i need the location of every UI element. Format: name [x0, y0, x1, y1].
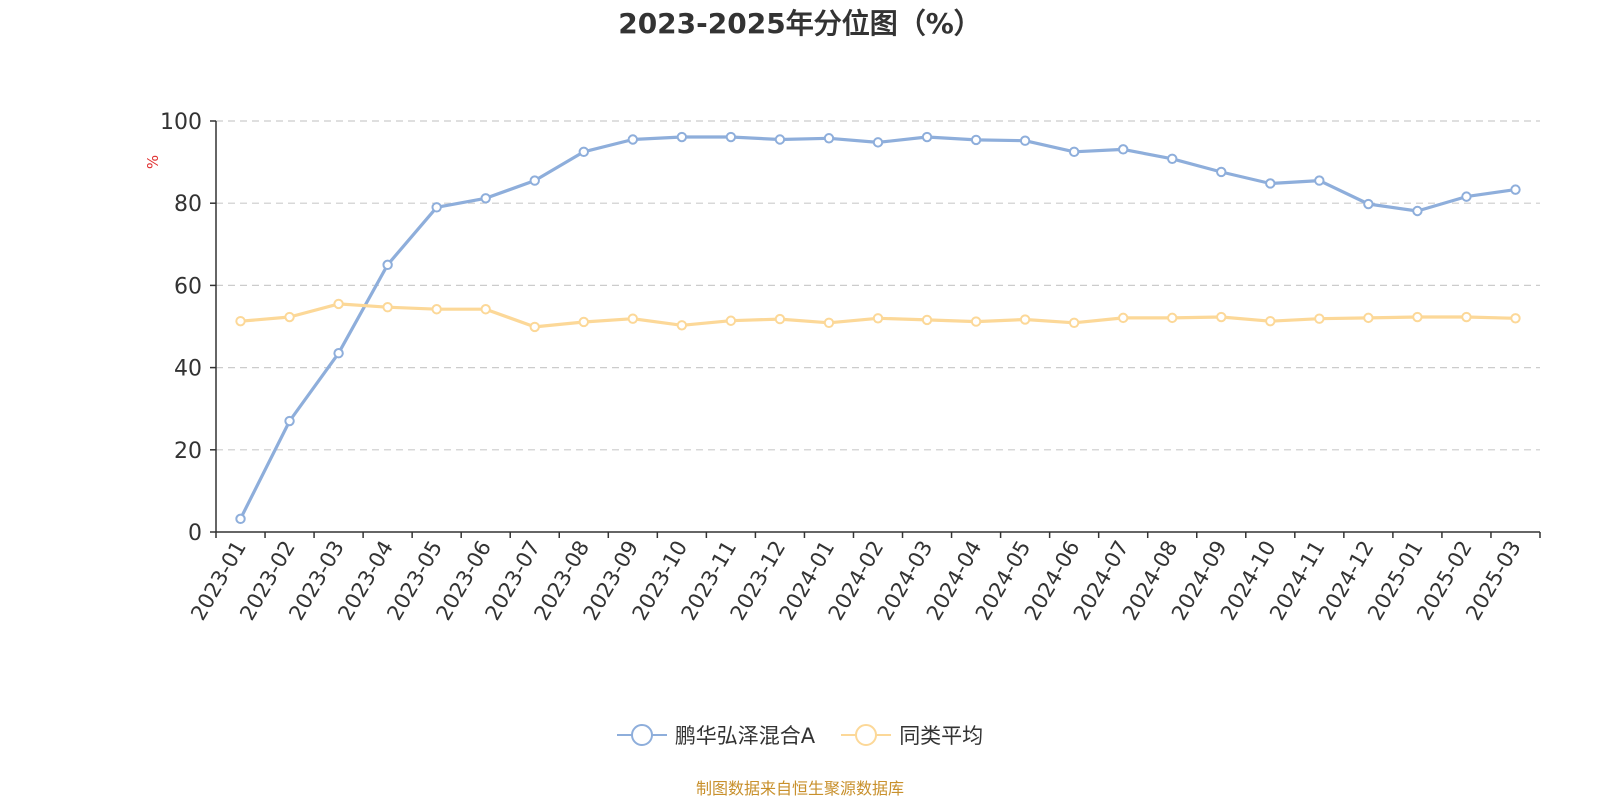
- data-point: [382, 301, 393, 313]
- data-point: [235, 513, 246, 525]
- legend-symbol-icon: [616, 723, 667, 747]
- data-point: [431, 202, 442, 213]
- data-point: [1265, 178, 1276, 189]
- data-point: [1314, 175, 1325, 186]
- data-point: [1216, 311, 1227, 323]
- data-point: [1167, 312, 1178, 324]
- data-point: [970, 316, 982, 327]
- data-source-note: 制图数据来自恒生聚源数据库: [695, 779, 904, 798]
- data-point: [970, 134, 982, 146]
- data-point: [1167, 153, 1178, 165]
- y-tick-label: 20: [174, 439, 202, 464]
- data-point: [480, 193, 491, 204]
- data-point: [1461, 191, 1472, 202]
- legend-label-peer-average: 同类平均: [899, 724, 984, 748]
- y-tick-labels: 0 20 40 60 80 100: [160, 110, 202, 546]
- data-point: [1019, 314, 1031, 325]
- data-point: [1510, 313, 1521, 324]
- data-point: [774, 134, 786, 145]
- data-point: [1117, 312, 1129, 324]
- data-point: [284, 415, 295, 427]
- data-point: [921, 131, 933, 143]
- data-point: [1314, 313, 1325, 324]
- series-line-0: [239, 135, 1516, 520]
- data-point: [333, 348, 344, 359]
- data-point: [774, 313, 786, 325]
- data-point: [578, 146, 589, 158]
- data-point: [823, 317, 835, 329]
- data-point: [725, 131, 737, 143]
- chart-title: 2023-2025年分位图（%）: [618, 7, 982, 40]
- data-point: [1117, 144, 1129, 155]
- x-tick-labels: 2023-012023-022023-032023-042023-052023-…: [186, 537, 1526, 625]
- data-point: [1412, 205, 1423, 217]
- data-point: [529, 321, 540, 333]
- data-point: [1510, 184, 1521, 195]
- data-point: [1019, 135, 1031, 146]
- data-point: [578, 316, 589, 328]
- data-point: [284, 311, 295, 323]
- legend: 鹏华弘泽混合A 同类平均: [0, 720, 1600, 750]
- legend-label-fund: 鹏华弘泽混合A: [674, 724, 816, 748]
- data-point: [431, 304, 442, 315]
- y-tick-label: 80: [174, 192, 202, 217]
- data-point: [235, 315, 246, 327]
- data-point: [1461, 311, 1472, 323]
- y-tick-label: 100: [160, 110, 202, 135]
- data-point: [1068, 317, 1080, 329]
- data-point: [1412, 311, 1423, 323]
- y-tick-label: 60: [174, 274, 202, 299]
- legend-symbol-icon: [841, 723, 892, 747]
- y-axis-label: %: [144, 155, 162, 169]
- series-lines: [235, 131, 1521, 525]
- y-tick-label: 0: [188, 521, 202, 546]
- axes: [210, 120, 1541, 538]
- data-point: [676, 320, 688, 331]
- legend-item-fund[interactable]: 鹏华弘泽混合A: [616, 720, 816, 750]
- data-point: [1363, 198, 1374, 210]
- data-point: [627, 134, 639, 145]
- data-point: [676, 131, 688, 143]
- data-point: [872, 137, 884, 148]
- data-point: [921, 314, 933, 326]
- data-point: [1265, 315, 1276, 327]
- legend-item-peer-average[interactable]: 同类平均: [841, 720, 983, 750]
- data-point: [529, 175, 540, 186]
- data-point: [480, 304, 491, 315]
- data-point: [872, 313, 884, 324]
- data-point: [1363, 312, 1374, 324]
- data-point: [382, 259, 393, 271]
- data-point: [333, 298, 344, 310]
- grid-lines: [216, 120, 1540, 451]
- data-point: [1216, 166, 1227, 178]
- y-tick-label: 40: [174, 357, 202, 382]
- data-point: [1068, 146, 1080, 158]
- data-point: [823, 133, 835, 144]
- data-point: [627, 313, 639, 324]
- data-point: [725, 315, 737, 326]
